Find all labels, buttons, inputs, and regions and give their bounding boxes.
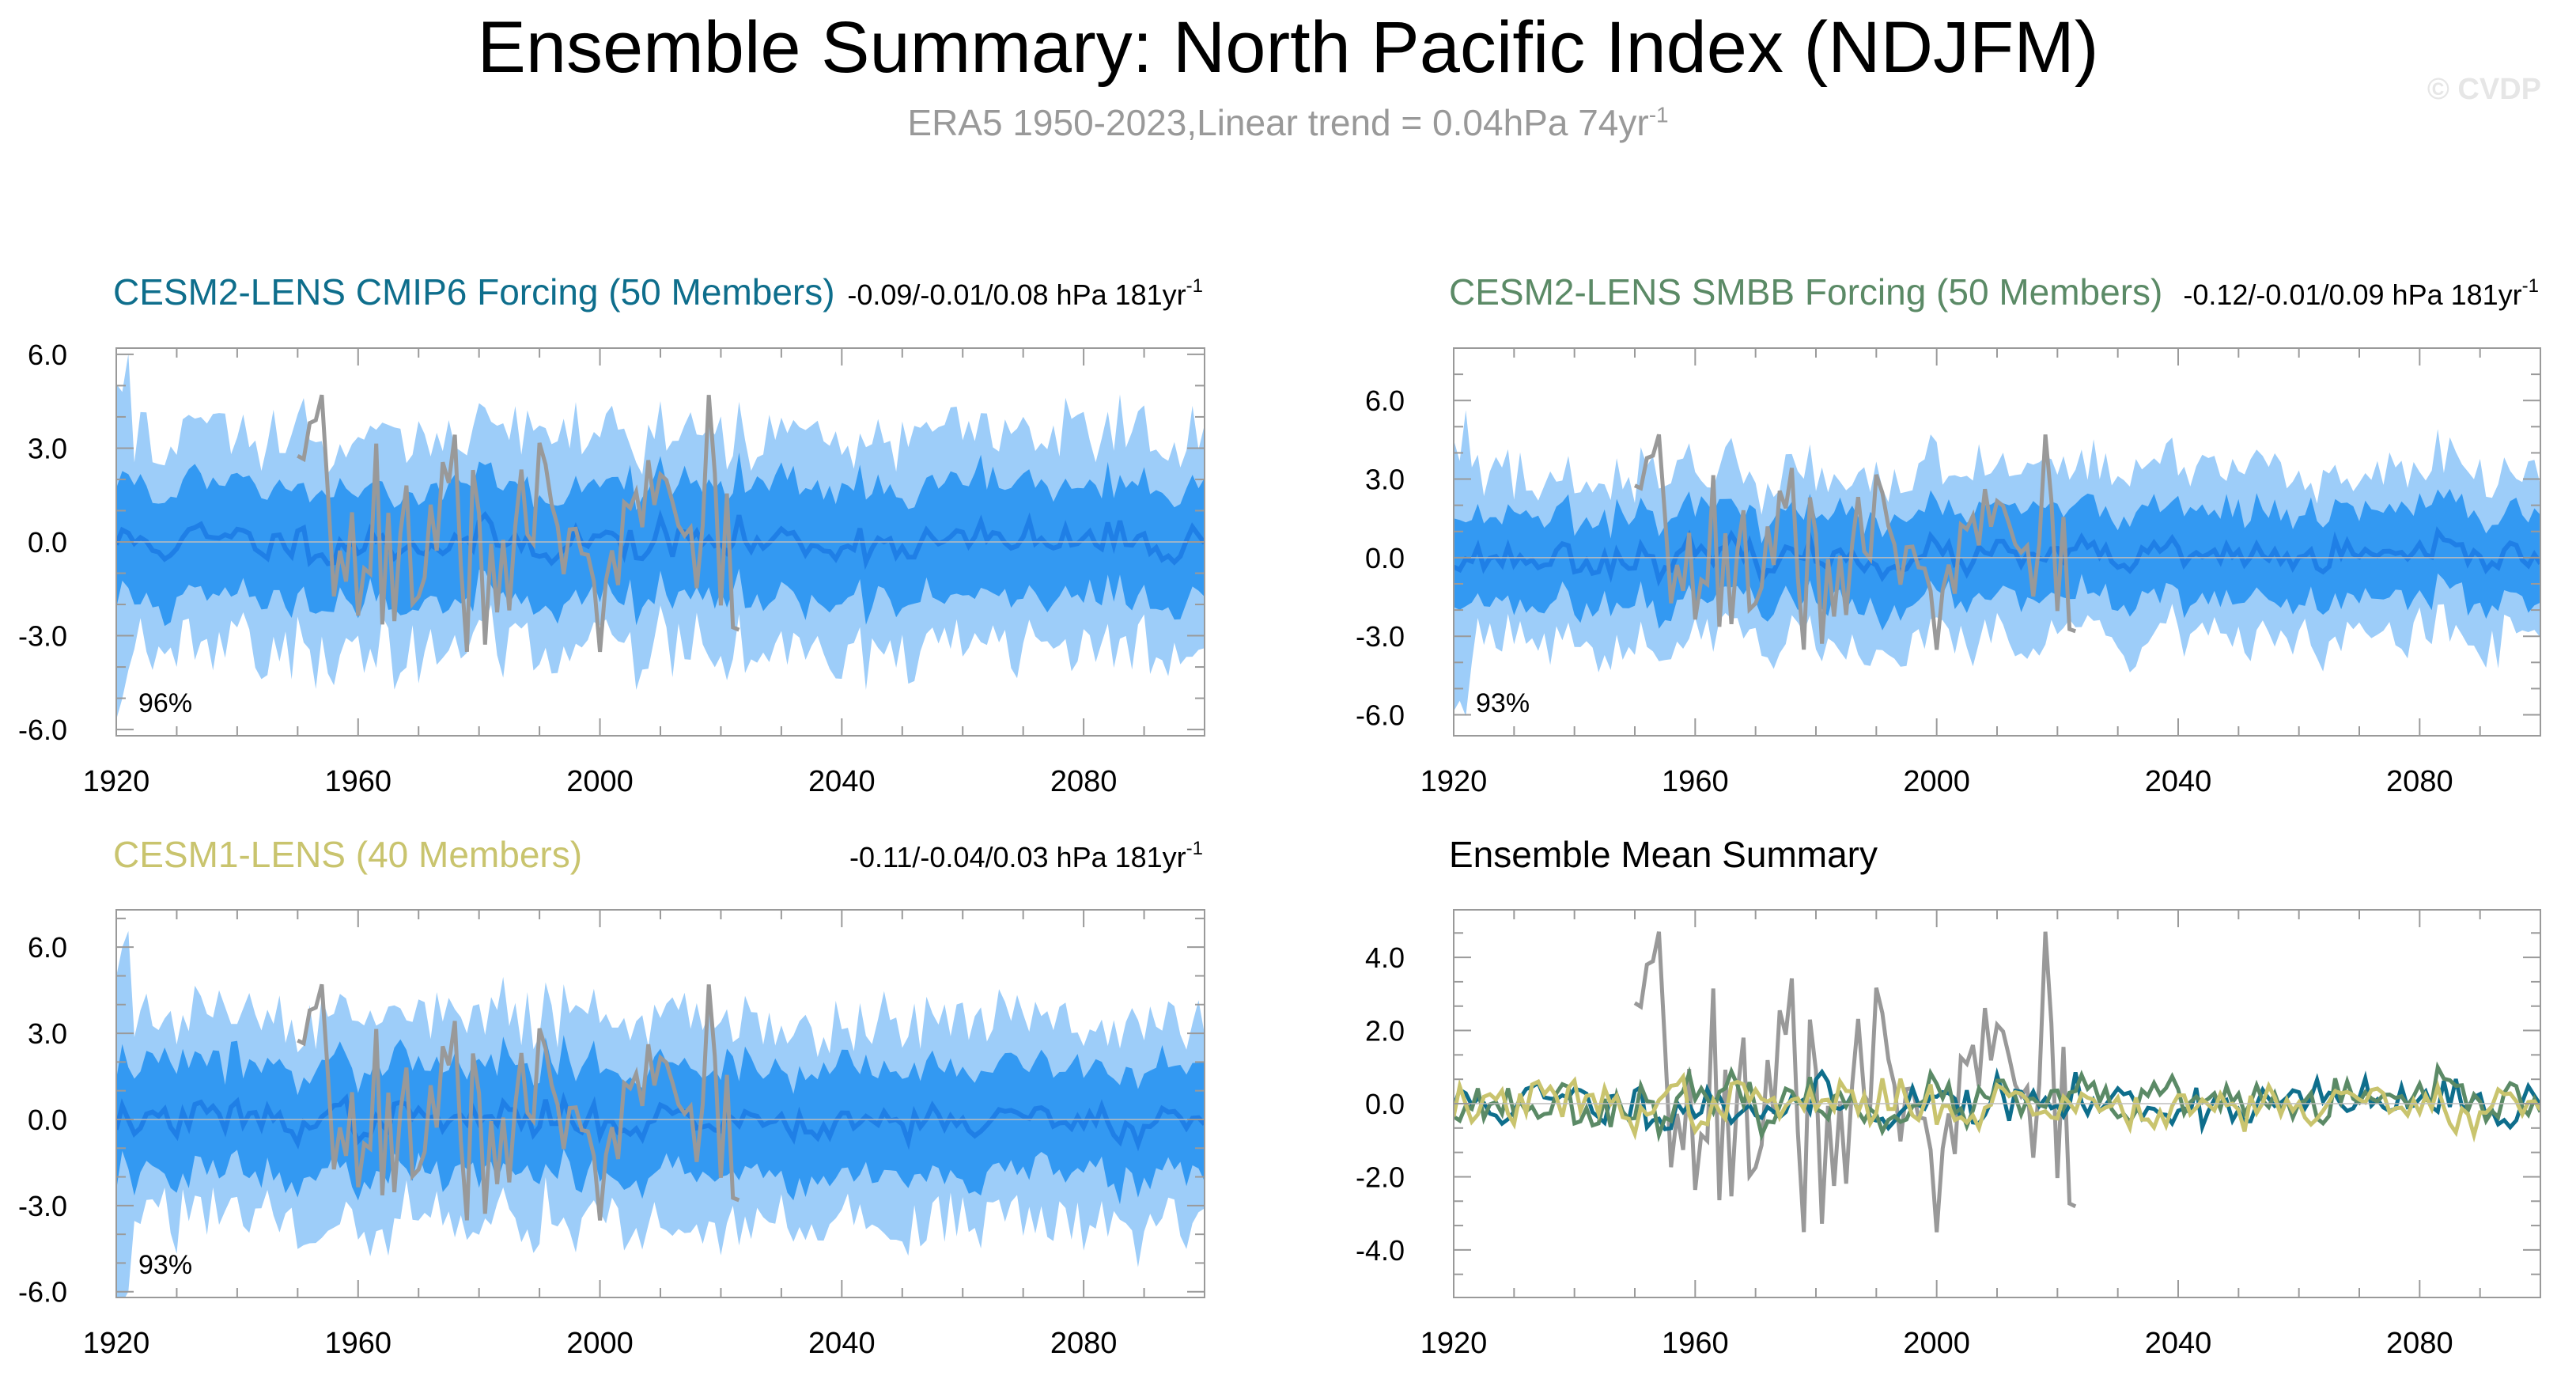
y-tick-label: -3.0 [18,620,67,653]
percent-label: 93% [1476,688,1530,718]
ensemble-mean-line [116,1092,1205,1152]
x-tick-label: 2000 [1903,765,1970,798]
y-tick-label: 0.0 [1365,1088,1405,1120]
trend-text: -0.12/-0.01/0.09 hPa 181yr [2183,278,2521,311]
chart-cesm1-lens: CESM1-LENS (40 Members) -0.11/-0.04/0.03 … [18,834,1205,1360]
x-tick-label: 1960 [325,1327,392,1360]
trend-label: -0.12/-0.01/0.09 hPa 181yr-1 [2183,275,2539,311]
x-tick-label: 2080 [1050,765,1118,798]
x-tick-label: 2080 [2386,1327,2453,1360]
trend-superscript: -1 [1186,838,1203,859]
ensemble-mean-line [116,509,1205,570]
observations-line [297,983,740,1221]
chart-title: CESM2-LENS SMBB Forcing (50 Members) [1449,271,2162,313]
y-tick-label: 3.0 [1365,464,1405,496]
y-tick-label: -3.0 [18,1190,67,1222]
chart-title: Ensemble Mean Summary [1449,834,1878,875]
y-tick-label: 6.0 [28,339,67,371]
y-tick-label: 6.0 [1365,384,1405,417]
trend-label: -0.11/-0.04/0.03 hPa 181yr-1 [849,838,1203,873]
chart-cesm2-smbb: CESM2-LENS SMBB Forcing (50 Members) -0.1… [1356,271,2541,798]
y-tick-label: 6.0 [28,931,67,964]
y-tick-label: -6.0 [18,1276,67,1309]
trend-text: -0.11/-0.04/0.03 hPa 181yr [849,841,1186,873]
x-tick-label: 2000 [566,1327,634,1360]
series-line-cesm1-lens [1454,1071,2540,1143]
x-tick-label: 1960 [325,765,392,798]
y-tick-label: 3.0 [28,432,67,464]
chart-title: CESM2-LENS CMIP6 Forcing (50 Members) [113,271,835,313]
chart-title: CESM1-LENS (40 Members) [113,834,582,875]
x-tick-label: 2040 [2145,765,2212,798]
x-tick-label: 2000 [1903,1327,1970,1360]
observations-line [297,394,740,653]
percent-label: 93% [138,1250,192,1280]
x-tick-label: 2000 [566,765,634,798]
y-tick-label: 0.0 [28,1104,67,1136]
y-tick-label: -6.0 [18,714,67,746]
series-line-era5 [1633,931,2077,1233]
x-tick-label: 1920 [1420,765,1488,798]
chart-cesm2-cmip6: CESM2-LENS CMIP6 Forcing (50 Members) -0.… [18,271,1205,798]
trend-text: -0.09/-0.01/0.08 hPa 181yr [847,278,1186,311]
x-tick-label: 1920 [1420,1327,1488,1360]
x-tick-label: 2040 [808,765,876,798]
ensemble-mean-line [1454,526,2540,587]
spread-band-inner [116,452,1205,627]
y-tick-label: 0.0 [28,526,67,559]
trend-label: -0.09/-0.01/0.08 hPa 181yr-1 [847,275,1203,311]
x-tick-label: 2080 [1050,1327,1118,1360]
chart-ensemble-mean-summary: Ensemble Mean Summary 1920 1960 2000 2040 208… [1356,834,2541,1360]
y-tick-label: -6.0 [1356,699,1405,732]
plot-area [1454,410,2540,717]
x-tick-label: 2040 [808,1327,876,1360]
trend-superscript: -1 [1186,275,1203,297]
x-tick-label: 2040 [2145,1327,2212,1360]
y-tick-label: 0.0 [1365,542,1405,574]
y-tick-label: 3.0 [28,1017,67,1050]
plot-area [116,354,1205,720]
x-tick-label: 2080 [2386,765,2453,798]
subtitle-text: ERA5 1950-2023,Linear trend = 0.04hPa 74… [907,102,1649,143]
x-tick-label: 1960 [1662,765,1729,798]
cvdp-watermark: © CVDP [2427,73,2541,106]
y-tick-label: -2.0 [1356,1161,1405,1193]
spread-band-inner [1454,488,2540,631]
x-tick-label: 1920 [83,765,150,798]
y-tick-label: 2.0 [1365,1015,1405,1047]
page-subtitle: ERA5 1950-2023,Linear trend = 0.04hPa 74… [0,101,2576,144]
observations-line [1633,434,2077,650]
y-tick-label: 4.0 [1365,941,1405,974]
plot-area [116,930,1205,1297]
y-tick-label: -4.0 [1356,1234,1405,1267]
plot-area [1454,931,2540,1233]
series-line-cesm2-lens-smbb-forcing [1454,1061,2540,1143]
subtitle-superscript: -1 [1648,102,1669,127]
x-tick-label: 1960 [1662,1327,1729,1360]
page-title: Ensemble Summary: North Pacific Index (N… [477,7,2099,88]
x-tick-label: 1920 [83,1327,150,1360]
percent-label: 96% [138,688,192,718]
y-tick-label: -3.0 [1356,620,1405,653]
trend-superscript: -1 [2522,275,2539,297]
